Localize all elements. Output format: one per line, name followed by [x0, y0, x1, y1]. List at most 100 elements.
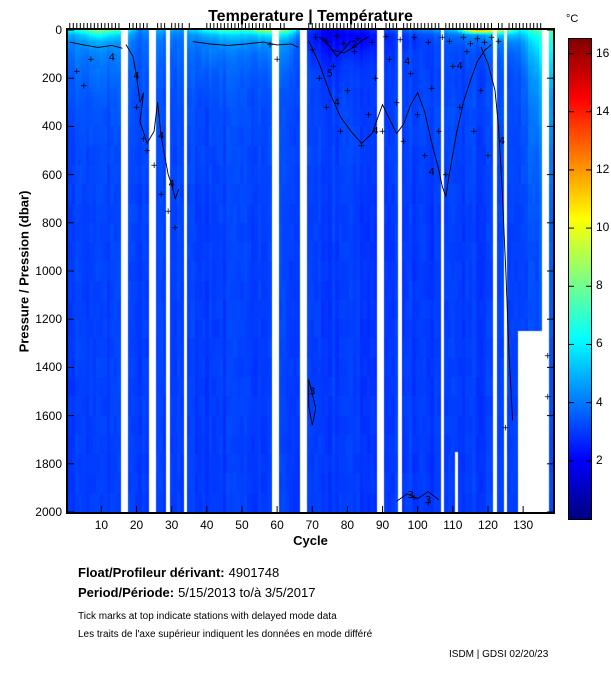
x-tick-label: 130 [513, 518, 534, 532]
colorbar-tick-label: 16 [596, 45, 610, 60]
svg-text:+: + [333, 32, 341, 42]
colorbar-tick-label: 6 [596, 336, 603, 351]
svg-text:+: + [488, 33, 496, 43]
svg-text:+: + [400, 137, 408, 147]
svg-text:+: + [435, 127, 443, 137]
plot-area: 4 4 4 4 2 5 4 4 4 4 3 3 3 4 4 + + + + + + + + + + + + + + + + + + + + + + + + +… [66, 23, 555, 514]
svg-text:+: + [474, 34, 482, 44]
svg-text:+: + [323, 103, 331, 113]
colorbar-tick-label: 14 [596, 103, 610, 118]
svg-text:+: + [308, 45, 316, 55]
credit-line: ISDM | GDSI 02/20/23 [449, 649, 549, 660]
y-tick-label: 2000 [35, 505, 62, 519]
svg-text:+: + [379, 127, 387, 137]
svg-text:+: + [80, 81, 88, 91]
svg-text:+: + [467, 39, 475, 49]
svg-text:+: + [421, 151, 429, 161]
svg-text:+: + [481, 38, 489, 48]
svg-text:+: + [407, 69, 415, 79]
svg-text:+: + [477, 86, 485, 96]
x-tick-label: 90 [375, 518, 390, 532]
x-tick-label: 80 [340, 518, 355, 532]
float-id-line: Float/Profileur dérivant: 4901748 [78, 565, 279, 580]
x-axis-label: Cycle [293, 533, 328, 548]
y-tick-label: 800 [41, 215, 62, 230]
svg-text:+: + [340, 39, 348, 49]
svg-text:+: + [449, 62, 457, 72]
svg-text:4: 4 [109, 53, 115, 64]
colorbar-tick-label: 4 [596, 394, 603, 409]
svg-text:+: + [463, 48, 471, 58]
svg-text:+: + [73, 67, 81, 77]
svg-text:+: + [393, 98, 401, 108]
svg-text:+: + [502, 424, 510, 434]
float-id-label: Float/Profileur dérivant: [78, 565, 225, 580]
colorbar [568, 38, 592, 520]
svg-text:+: + [273, 55, 281, 65]
svg-text:+: + [495, 37, 503, 47]
svg-text:+: + [354, 34, 362, 44]
heatmap-canvas [68, 30, 553, 512]
y-tick-label: 1200 [35, 312, 62, 327]
colorbar-tick-label: 8 [596, 278, 603, 293]
svg-text:+: + [544, 351, 552, 361]
y-tick-label: 1800 [35, 456, 62, 471]
x-tick-label: 50 [235, 518, 249, 532]
x-tick-label: 120 [477, 518, 498, 532]
svg-text:+: + [428, 84, 436, 94]
svg-text:+: + [337, 127, 345, 137]
svg-text:4: 4 [158, 131, 164, 142]
svg-text:+: + [150, 161, 158, 171]
svg-text:+: + [266, 40, 274, 50]
svg-text:+: + [414, 110, 422, 120]
period-line: Period/Période: 5/15/2013 to/à 3/5/2017 [78, 585, 315, 600]
svg-text:+: + [460, 33, 468, 43]
svg-text:+: + [316, 74, 324, 84]
svg-text:+: + [312, 33, 320, 43]
x-tick-label: 30 [164, 518, 179, 532]
svg-text:+: + [164, 207, 172, 217]
svg-text:+: + [446, 37, 454, 47]
svg-text:3: 3 [425, 495, 431, 506]
svg-text:4: 4 [499, 136, 505, 147]
colorbar-unit-label: °C [566, 13, 579, 25]
svg-text:+: + [368, 38, 376, 48]
svg-text:+: + [157, 190, 165, 200]
x-tick-label: 40 [200, 518, 214, 532]
y-tick-label: 0 [55, 23, 62, 37]
svg-text:2: 2 [351, 39, 357, 50]
x-tick-label: 100 [407, 518, 428, 532]
svg-text:3: 3 [407, 490, 413, 501]
svg-text:+: + [424, 498, 432, 508]
x-tick-label: 10 [94, 518, 109, 532]
x-tick-label: 20 [129, 518, 144, 532]
y-tick-label: 1600 [35, 408, 62, 423]
colorbar-ticks [569, 53, 591, 462]
svg-text:4: 4 [404, 56, 410, 67]
colorbar-tick-label: 2 [596, 452, 603, 467]
colorbar-tick-label: 12 [596, 161, 610, 176]
svg-text:+: + [358, 142, 366, 152]
svg-text:+: + [424, 38, 432, 48]
svg-text:+: + [396, 36, 404, 46]
colorbar-tick-label: 10 [596, 220, 610, 235]
svg-text:4: 4 [133, 71, 139, 82]
svg-text:+: + [470, 127, 478, 137]
svg-text:+: + [143, 147, 151, 157]
svg-text:+: + [544, 392, 552, 402]
svg-text:+: + [323, 37, 331, 47]
svg-text:+: + [171, 224, 179, 234]
svg-text:+: + [410, 494, 418, 504]
svg-text:+: + [410, 33, 418, 43]
svg-text:+: + [87, 55, 95, 65]
svg-text:4: 4 [168, 179, 174, 190]
y-tick-label: 1000 [35, 264, 62, 278]
period-label: Period/Période: [78, 585, 175, 600]
svg-text:4: 4 [429, 167, 435, 178]
note-english: Tick marks at top indicate stations with… [78, 611, 337, 622]
svg-text:+: + [456, 103, 464, 113]
note-french: Les traits de l'axe supérieur indiquent … [78, 629, 373, 640]
y-tick-label: 600 [41, 167, 62, 182]
